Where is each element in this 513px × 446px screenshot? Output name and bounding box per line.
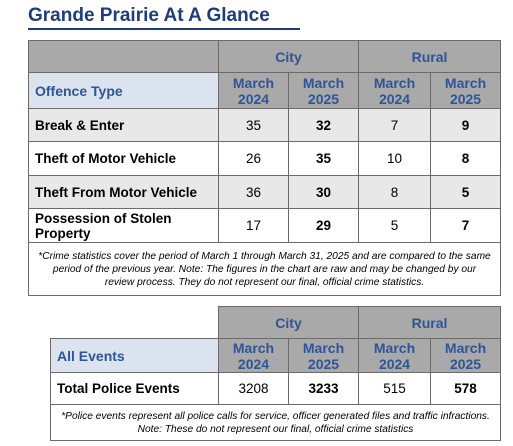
group-header: City: [217, 40, 360, 73]
table-row: Theft From Motor Vehicle 36 30 8 5: [28, 175, 502, 209]
count-cell: 8: [430, 141, 502, 176]
column-label: Offence Type: [28, 72, 219, 109]
period-header: March 2024: [358, 338, 432, 373]
period-header: March 2024: [358, 72, 432, 109]
table-row: Total Police Events 3208 3233 515 578: [50, 372, 502, 405]
row-label: Possession of Stolen Property: [28, 208, 219, 243]
count-cell: 5: [430, 175, 502, 209]
period-header: March 2025: [430, 338, 502, 373]
count-cell: 17: [218, 208, 289, 243]
count-cell: 8: [358, 175, 432, 209]
count-cell: 26: [218, 141, 289, 176]
count-cell: 3208: [218, 372, 289, 405]
row-label: Theft of Motor Vehicle: [28, 141, 219, 176]
count-cell: 515: [358, 372, 432, 405]
count-cell: 7: [430, 208, 502, 243]
table-row: Possession of Stolen Property 17 29 5 7: [28, 208, 502, 243]
count-cell: 5: [358, 208, 432, 243]
count-cell: 32: [287, 108, 360, 142]
table-row: Break & Enter 35 32 7 9: [28, 108, 502, 142]
row-label: Break & Enter: [28, 108, 219, 142]
period-header: March 2024: [218, 72, 289, 109]
period-header: March 2025: [287, 338, 360, 373]
blank-cell: [28, 40, 219, 73]
group-header: City: [217, 306, 360, 339]
table-note: *Crime statistics cover the period of Ma…: [27, 242, 502, 296]
count-cell: 29: [287, 208, 360, 243]
offence-table: City Rural Offence Type March 2024 March…: [27, 40, 502, 296]
group-header: Rural: [358, 306, 502, 339]
count-cell: 10: [358, 141, 432, 176]
table-note: *Police events represent all police call…: [49, 404, 502, 441]
page-title: Grande Prairie At A Glance: [28, 5, 270, 26]
group-header: Rural: [358, 40, 502, 73]
count-cell: 35: [218, 108, 289, 142]
count-cell: 7: [358, 108, 432, 142]
count-cell: 36: [218, 175, 289, 209]
row-label: Total Police Events: [50, 372, 219, 405]
title-rule: [28, 28, 300, 30]
count-cell: 35: [287, 141, 360, 176]
blank-cell: [51, 307, 219, 339]
count-cell: 578: [430, 372, 502, 405]
period-header: March 2025: [430, 72, 502, 109]
events-table: City Rural All Events March 2024 March 2…: [49, 306, 502, 441]
count-cell: 9: [430, 108, 502, 142]
count-cell: 30: [287, 175, 360, 209]
period-header: March 2024: [218, 338, 289, 373]
period-header: March 2025: [287, 72, 360, 109]
column-label: All Events: [50, 338, 219, 373]
row-label: Theft From Motor Vehicle: [28, 175, 219, 209]
table-row: Theft of Motor Vehicle 26 35 10 8: [28, 141, 502, 176]
count-cell: 3233: [287, 372, 360, 405]
